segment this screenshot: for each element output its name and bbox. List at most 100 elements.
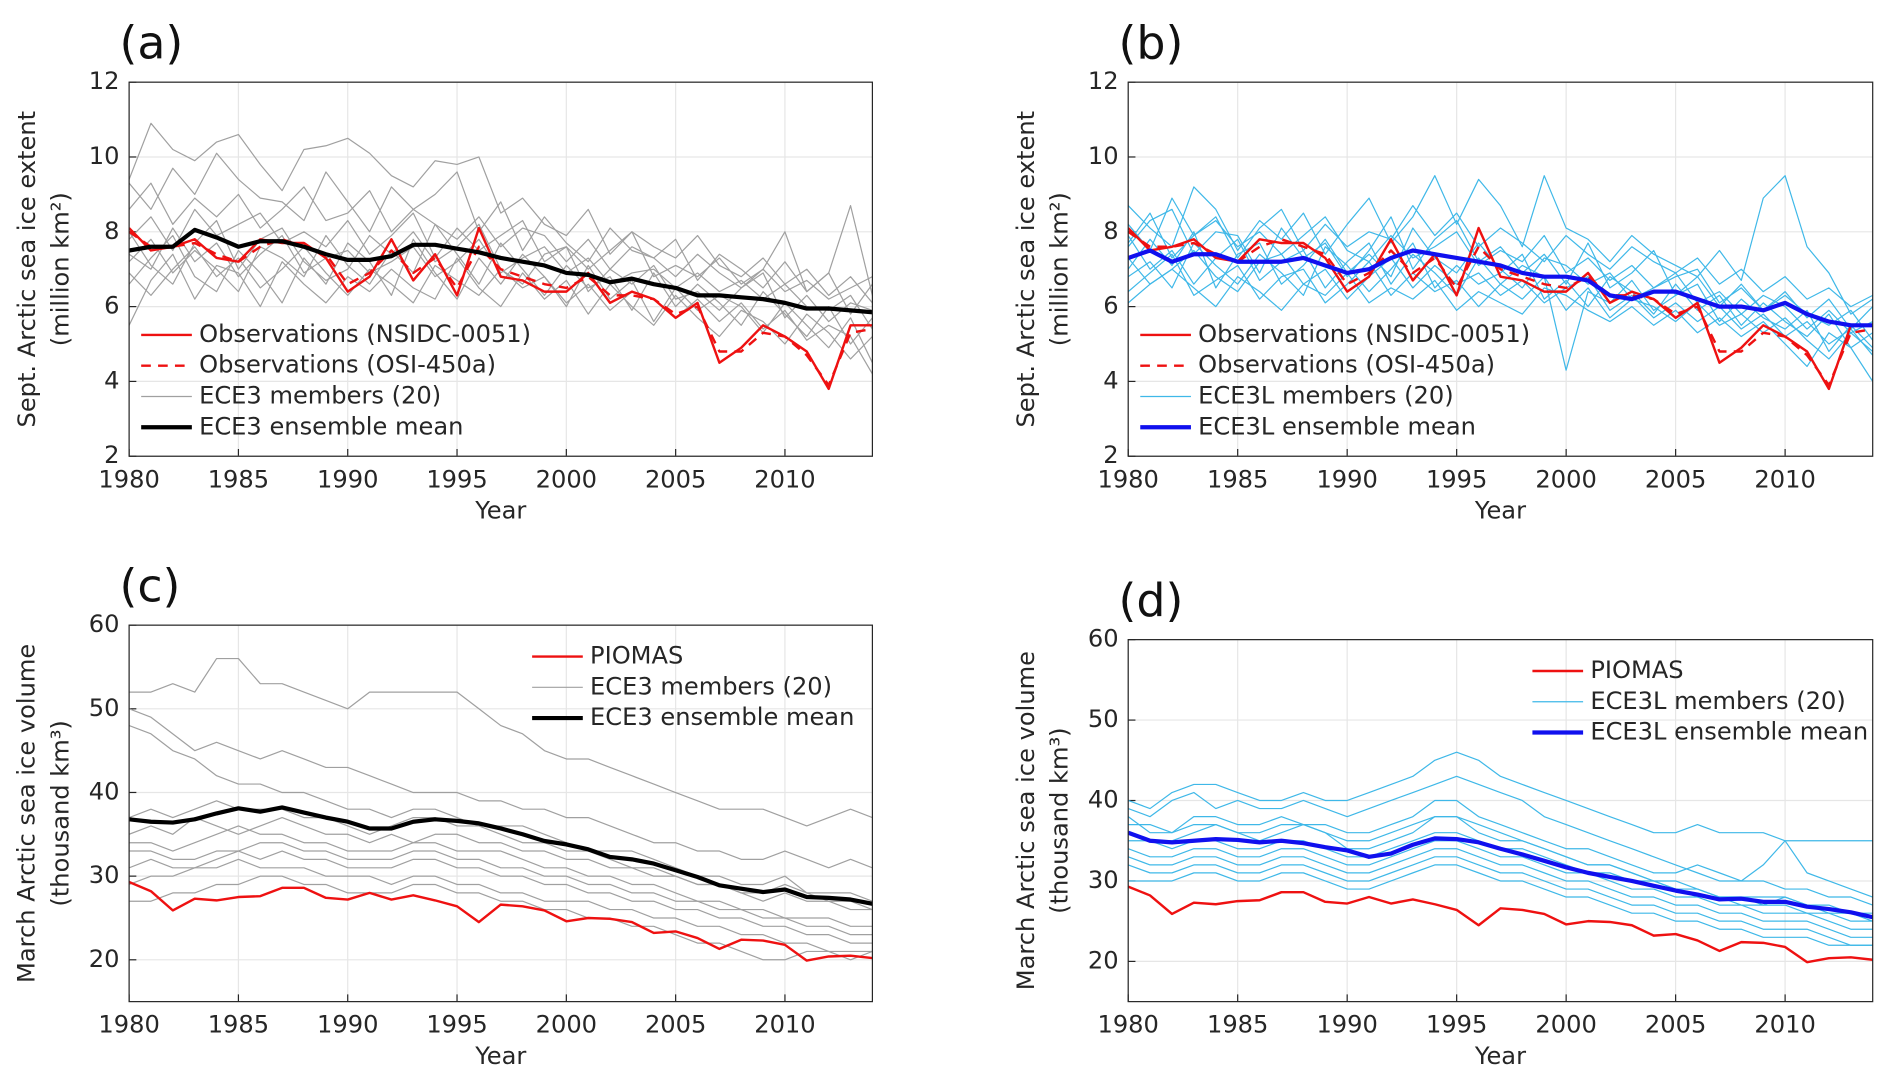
member-line [1128,799,1873,898]
member-line [129,122,873,304]
x-tick-label: 1995 [426,1011,487,1039]
member-line [129,152,873,315]
panel-label: (d) [1119,573,1184,627]
series-line [1128,830,1873,920]
plot-lines [1128,175,1873,391]
legend-label: ECE3 ensemble mean [199,412,463,440]
x-tick-label: 1995 [1426,465,1487,493]
x-tick-label: 1990 [1316,465,1377,493]
y-tick-label: 10 [89,142,120,170]
x-tick-label: 2010 [1754,1011,1815,1039]
panel-label: (b) [1119,15,1184,69]
axes-box [128,81,873,457]
legend-label: ECE3L ensemble mean [1590,718,1868,746]
y-tick-label: 20 [89,945,120,973]
member-line [129,850,873,944]
legend-label: ECE3L members (20) [1590,687,1845,715]
member-line [129,842,873,936]
member-line [129,875,873,961]
x-tick-label: 1980 [98,1011,159,1039]
x-tick-label: 1995 [1426,1011,1487,1039]
x-tick-label: 1995 [426,465,487,493]
x-tick-label: 1985 [1207,1011,1268,1039]
x-tick-label: 2000 [536,1011,597,1039]
y-tick-label: 50 [1088,705,1119,733]
y-axis-label: (thousand km³) [1046,727,1074,913]
legend-label: Observations (OSI-450a) [1198,351,1495,379]
legend-label: ECE3 members (20) [199,381,441,409]
legend-label: PIOMAS [590,642,683,670]
panel-label: (a) [119,15,183,69]
y-tick-label: 10 [1088,142,1119,170]
x-tick-label: 2000 [1535,465,1596,493]
y-axis-label: Sept. Arctic sea ice extent [13,111,41,428]
series-line [1128,248,1873,328]
plot-lines [129,657,873,962]
legend-label: Observations (NSIDC-0051) [1198,320,1530,348]
y-tick-label: 4 [1103,366,1118,394]
x-tick-label: 1985 [1207,465,1268,493]
x-axis-label: Year [1474,1042,1526,1070]
y-tick-label: 4 [104,366,119,394]
axes-box [1127,81,1874,457]
x-tick-label: 1985 [208,1011,269,1039]
y-tick-label: 12 [89,67,120,95]
series-line [1128,230,1873,387]
series-line [1128,885,1873,964]
x-axis-label: Year [474,1042,526,1070]
x-tick-label: 1980 [98,465,159,493]
series-line [129,227,873,315]
x-tick-label: 1980 [1097,465,1158,493]
y-tick-label: 6 [104,292,119,320]
y-tick-label: 50 [89,694,120,722]
member-line [1128,816,1873,922]
member-line [129,708,873,869]
series-line [1128,226,1873,391]
x-tick-label: 2005 [645,465,706,493]
y-tick-label: 60 [1088,625,1119,653]
x-tick-label: 1980 [1097,1011,1158,1039]
y-tick-label: 2 [1103,441,1118,469]
axes-box [128,624,873,1003]
x-tick-label: 2005 [645,1011,706,1039]
y-axis-label: March Arctic sea ice volume [1012,651,1040,990]
legend-label: PIOMAS [1590,656,1683,684]
legend-label: Observations (OSI-450a) [199,351,496,379]
y-axis-label: (million km²) [1046,192,1074,346]
member-line [1128,242,1873,349]
y-axis-label: (thousand km³) [47,720,75,906]
y-axis-label: (million km²) [47,192,75,346]
legend-label: Observations (NSIDC-0051) [199,320,531,348]
member-line [129,817,873,911]
y-tick-label: 6 [1103,292,1118,320]
x-tick-label: 1990 [317,1011,378,1039]
x-axis-label: Year [474,497,526,525]
member-line [1128,775,1873,906]
series-line [129,230,873,387]
member-line [1128,268,1873,382]
member-line [129,253,873,360]
y-tick-label: 12 [1088,67,1119,95]
member-line [1128,175,1873,315]
member-line [129,724,873,902]
x-tick-label: 2000 [536,465,597,493]
y-tick-label: 40 [89,777,120,805]
x-tick-label: 2010 [754,1011,815,1039]
member-line [1128,249,1873,356]
member-line [129,234,873,363]
series-line [129,226,873,391]
legend-label: ECE3 ensemble mean [590,703,854,731]
member-line [129,858,873,953]
plot-lines [1128,751,1873,964]
member-line [1128,840,1873,930]
y-tick-label: 2 [104,441,119,469]
member-line [1128,212,1873,341]
member-line [129,657,873,827]
y-tick-label: 8 [104,217,119,245]
x-tick-label: 2000 [1535,1011,1596,1039]
x-tick-label: 2005 [1645,1011,1706,1039]
legend-label: ECE3L members (20) [1198,381,1453,409]
series-line [129,805,873,906]
series-line [129,880,873,962]
